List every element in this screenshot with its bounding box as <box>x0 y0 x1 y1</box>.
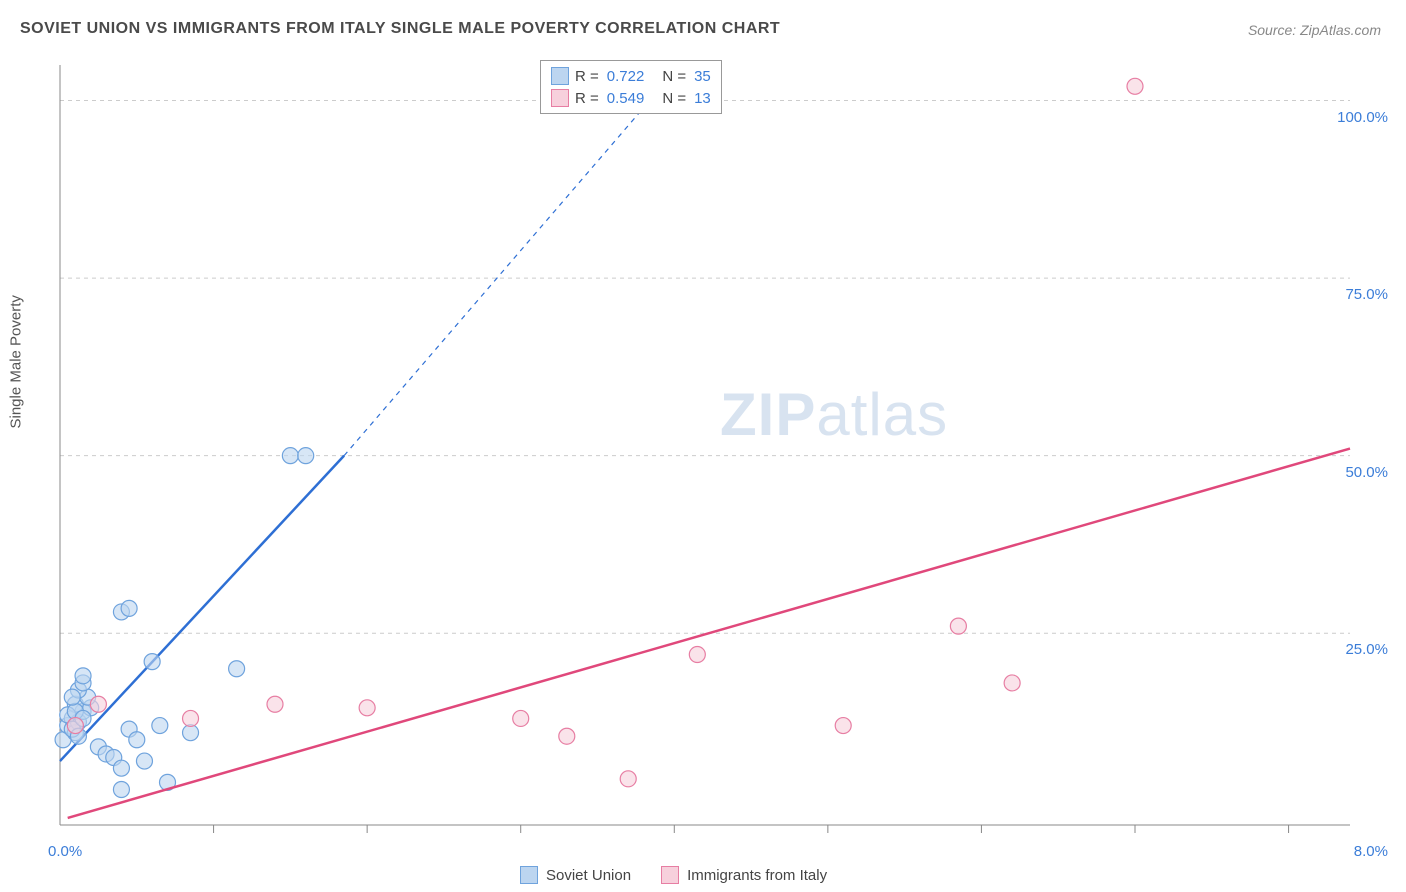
legend-swatch-icon <box>551 89 569 107</box>
legend-swatch-icon <box>551 67 569 85</box>
legend-swatch-icon <box>661 866 679 884</box>
chart-area <box>50 55 1360 845</box>
legend-n-value: 13 <box>694 90 711 107</box>
y-tick-label: 75.0% <box>1345 286 1388 303</box>
legend-swatch-icon <box>520 866 538 884</box>
x-tick-label: 8.0% <box>1354 843 1388 860</box>
legend-row-soviet: R = 0.722 N = 35 <box>551 65 711 87</box>
scatter-chart <box>50 55 1360 845</box>
legend-r-label: R = <box>575 90 599 107</box>
y-tick-label: 50.0% <box>1345 464 1388 481</box>
series-legend: Soviet Union Immigrants from Italy <box>520 866 827 884</box>
legend-n-label: N = <box>662 90 686 107</box>
legend-r-value: 0.722 <box>607 68 645 85</box>
x-tick-label: 0.0% <box>48 843 82 860</box>
chart-title: SOVIET UNION VS IMMIGRANTS FROM ITALY SI… <box>20 20 780 38</box>
legend-n-label: N = <box>662 68 686 85</box>
legend-row-italy: R = 0.549 N = 13 <box>551 87 711 109</box>
legend-item-soviet: Soviet Union <box>520 866 631 884</box>
legend-r-label: R = <box>575 68 599 85</box>
legend-item-italy: Immigrants from Italy <box>661 866 827 884</box>
legend-r-value: 0.549 <box>607 90 645 107</box>
legend-label: Immigrants from Italy <box>687 867 827 884</box>
legend-label: Soviet Union <box>546 867 631 884</box>
y-tick-label: 100.0% <box>1337 109 1388 126</box>
y-axis-label: Single Male Poverty <box>8 295 25 428</box>
correlation-legend: R = 0.722 N = 35 R = 0.549 N = 13 <box>540 60 722 114</box>
legend-n-value: 35 <box>694 68 711 85</box>
source-attribution: Source: ZipAtlas.com <box>1248 22 1381 38</box>
y-tick-label: 25.0% <box>1345 641 1388 658</box>
